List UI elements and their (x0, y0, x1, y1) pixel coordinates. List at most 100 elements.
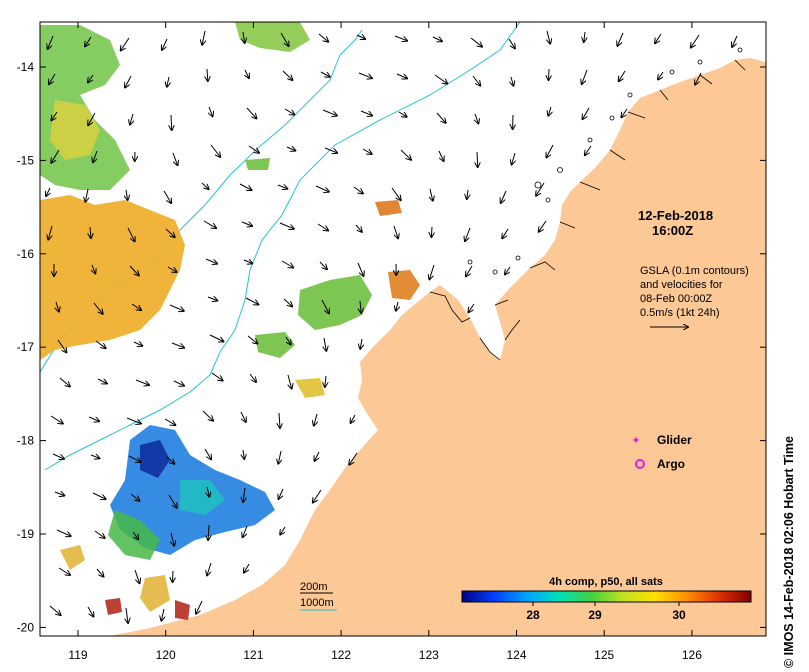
velocity-arrow (210, 144, 220, 157)
velocity-arrow (695, 72, 702, 85)
velocity-arrow (51, 111, 58, 120)
velocity-arrow (240, 411, 246, 422)
velocity-arrow (320, 71, 330, 77)
velocity-arrow (173, 570, 174, 582)
velocity-arrow (325, 375, 326, 387)
velocity-arrow (169, 304, 184, 311)
velocity-arrow (121, 37, 130, 51)
velocity-arrow (477, 151, 478, 167)
velocity-arrow (505, 266, 511, 274)
velocity-arrow (277, 185, 287, 189)
velocity-arrow (284, 108, 294, 115)
velocity-arrow (539, 220, 547, 232)
x-tick-label: 125 (594, 648, 614, 662)
velocity-arrow (280, 32, 289, 46)
velocity-arrow (400, 149, 411, 160)
sst-patch-orange-mid (388, 270, 420, 300)
velocity-arrow (167, 76, 169, 87)
velocity-arrow (582, 69, 588, 84)
x-tick-label: 123 (419, 648, 439, 662)
velocity-arrow (313, 489, 322, 503)
velocity-arrow (130, 493, 140, 501)
velocity-arrow (163, 190, 171, 203)
velocity-arrow (245, 69, 249, 78)
velocity-arrow (549, 68, 550, 80)
velocity-arrow (59, 377, 70, 387)
velocity-arrow (546, 144, 554, 157)
velocity-arrow (360, 300, 361, 313)
x-tick-label: 119 (68, 648, 87, 662)
velocity-arrow (96, 568, 104, 577)
velocity-arrow (94, 530, 105, 538)
velocity-arrow (362, 148, 372, 154)
velocity-arrow (391, 187, 401, 200)
coastline-detail (429, 59, 746, 361)
velocity-arrow (243, 31, 245, 43)
velocity-arrow (209, 106, 213, 116)
velocity-arrow (126, 417, 141, 424)
velocity-arrow (394, 35, 407, 41)
date-label: 12-Feb-2018 (638, 208, 713, 223)
velocity-arrow (583, 107, 590, 119)
colorbar-bar (461, 590, 752, 603)
velocity-arrow (431, 226, 432, 237)
velocity-arrow (315, 451, 320, 461)
velocity-arrow (51, 149, 60, 163)
velocity-arrow (128, 455, 141, 462)
sst-patch-yellow-north (50, 100, 100, 160)
velocity-arrow (162, 38, 168, 50)
sst-patch-green-mid (298, 275, 372, 330)
x-tick-label: 121 (243, 648, 263, 662)
velocity-arrow (172, 152, 178, 165)
velocity-arrow (466, 265, 473, 276)
y-tick-label: -15 (17, 153, 35, 167)
sst-patches (40, 22, 420, 620)
colorbar-tick-label: 29 (588, 608, 602, 622)
sst-patch-green-tiny (245, 158, 270, 170)
velocity-arrow (131, 303, 141, 310)
velocity-arrow (621, 108, 628, 117)
velocity-arrow (318, 33, 328, 42)
velocity-arrow (46, 187, 50, 196)
velocity-arrow (396, 301, 398, 311)
x-axis: 119 120 121 122 123 124 125 126 (68, 22, 702, 662)
colorbar-tick-label: 30 (672, 608, 686, 622)
velocity-arrow (322, 109, 337, 116)
velocity-arrow (49, 73, 56, 84)
velocity-arrow (208, 524, 209, 540)
velocity-arrow (167, 266, 177, 272)
velocity-arrow (202, 410, 213, 421)
velocity-arrow (164, 418, 175, 425)
velocity-arrow (126, 607, 128, 623)
velocity-arrow (658, 71, 664, 80)
velocity-arrow (245, 297, 258, 305)
velocity-arrow (54, 492, 64, 496)
platform-legend: ✦ Glider Argo (631, 433, 692, 471)
y-tick-label: -20 (17, 620, 35, 634)
velocity-arrow (49, 605, 61, 615)
velocity-arrow (468, 303, 475, 312)
velocity-arrow (360, 338, 362, 349)
velocity-arrow (133, 342, 142, 346)
plot-frame (39, 21, 767, 637)
velocity-arrow (90, 455, 99, 458)
velocity-arrow (288, 374, 292, 389)
velocity-arrow (470, 37, 482, 47)
velocity-arrow (93, 150, 98, 162)
velocity-arrow (48, 225, 52, 240)
velocity-arrow (512, 152, 515, 165)
velocity-arrow (434, 74, 447, 84)
velocity-arrow (732, 35, 738, 47)
velocity-arrow (171, 532, 174, 546)
velocity-arrow (280, 526, 286, 535)
velocity-arrow (95, 340, 106, 348)
velocity-arrow (358, 72, 372, 78)
velocity-arrow (135, 379, 149, 385)
velocity-arrow (465, 227, 471, 241)
velocity-arrow (249, 373, 256, 382)
velocity-arrow (173, 380, 184, 386)
sst-patch-red-sw (105, 598, 190, 620)
glider-label: Glider (657, 433, 692, 447)
velocity-arrow (88, 416, 99, 421)
velocity-arrow (536, 182, 545, 196)
